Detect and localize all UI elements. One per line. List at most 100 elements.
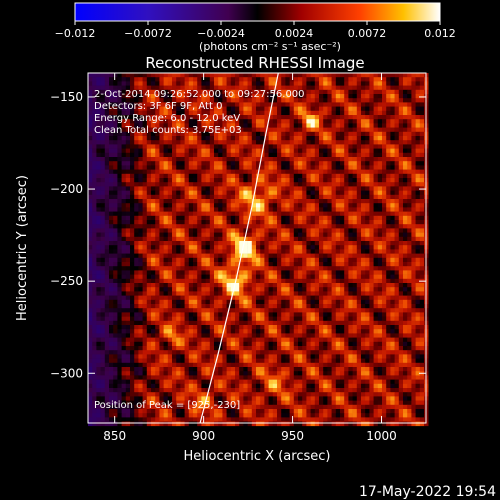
heatmap-cell (403, 257, 408, 263)
heatmap-cell (142, 215, 148, 221)
heatmap-cell (319, 270, 324, 275)
heatmap-cell (348, 190, 353, 196)
heatmap-cell (205, 165, 211, 170)
heatmap-cell (331, 165, 337, 170)
heatmap-cell (323, 241, 328, 246)
heatmap-cell (293, 228, 299, 233)
heatmap-cell (151, 165, 156, 170)
heatmap-cell (235, 253, 240, 259)
heatmap-cell (419, 257, 425, 263)
heatmap-cell (218, 220, 223, 225)
heatmap-cell (319, 236, 324, 242)
heatmap-cell (285, 115, 290, 120)
heatmap-cell (193, 203, 198, 208)
heatmap-cell (352, 161, 358, 166)
heatmap-cell (361, 325, 366, 330)
heatmap-cell (142, 207, 148, 212)
heatmap-cell (331, 73, 337, 78)
heatmap-cell (142, 169, 148, 175)
heatmap-cell (239, 94, 244, 99)
heatmap-cell (331, 119, 337, 124)
heatmap-cell (323, 266, 328, 271)
heatmap-cell (365, 320, 370, 326)
heatmap-cell (109, 312, 114, 317)
heatmap-cell (398, 89, 404, 95)
heatmap-cell (403, 278, 408, 284)
heatmap-cell (142, 106, 148, 112)
heatmap-cell (214, 169, 219, 175)
heatmap-cell (243, 325, 248, 330)
heatmap-cell (243, 236, 248, 242)
heatmap-cell (293, 304, 299, 309)
heatmap-cell (281, 291, 286, 296)
heatmap-cell (218, 236, 223, 242)
heatmap-cell (386, 186, 391, 191)
heatmap-cell (197, 287, 202, 292)
heatmap-cell (386, 194, 391, 200)
heatmap-cell (386, 182, 391, 187)
heatmap-cell (302, 207, 307, 212)
heatmap-cell (319, 81, 324, 86)
heatmap-cell (125, 316, 131, 322)
heatmap-cell (155, 253, 160, 259)
heatmap-cell (125, 236, 131, 242)
heatmap-cell (138, 203, 143, 208)
heatmap-cell (289, 77, 295, 82)
heatmap-cell (361, 199, 366, 204)
heatmap-cell (310, 182, 316, 187)
heatmap-cell (176, 207, 181, 212)
heatmap-cell (239, 73, 244, 78)
heatmap-cell (327, 232, 332, 238)
heatmap-cell (314, 152, 320, 158)
heatmap-cell (247, 262, 253, 267)
heatmap-cell (188, 316, 194, 322)
heatmap-cell (348, 186, 353, 191)
heatmap-cell (377, 304, 383, 309)
heatmap-cell (382, 110, 387, 116)
heatmap-cell (138, 199, 143, 204)
heatmap-cell (419, 211, 425, 217)
heatmap-cell (130, 115, 135, 120)
heatmap-cell (96, 220, 101, 225)
heatmap-cell (88, 148, 93, 154)
heatmap-cell (386, 257, 391, 263)
heatmap-cell (151, 249, 156, 254)
heatmap-cell (344, 152, 349, 158)
heatmap-cell (155, 73, 160, 78)
heatmap-cell (197, 182, 202, 187)
heatmap-cell (121, 257, 127, 263)
heatmap-cell (117, 148, 122, 154)
heatmap-cell (390, 304, 395, 309)
heatmap-cell (356, 291, 362, 296)
heatmap-cell (184, 194, 190, 200)
heatmap-cell (125, 245, 131, 250)
heatmap-cell (222, 169, 227, 175)
heatmap-cell (226, 207, 232, 212)
heatmap-cell (335, 186, 341, 191)
heatmap-cell (272, 224, 278, 229)
heatmap-cell (230, 110, 236, 116)
heatmap-cell (394, 224, 400, 229)
heatmap-cell (281, 236, 286, 242)
heatmap-cell (209, 194, 215, 200)
heatmap-cell (386, 245, 391, 250)
heatmap-cell (403, 161, 408, 166)
heatmap-cell (218, 131, 223, 137)
heatmap-cell (340, 257, 345, 263)
heatmap-cell (88, 178, 93, 183)
heatmap-cell (218, 245, 223, 250)
heatmap-cell (281, 123, 286, 128)
heatmap-cell (272, 102, 278, 107)
heatmap-cell (205, 106, 211, 112)
heatmap-cell (239, 152, 244, 158)
heatmap-cell (264, 245, 269, 250)
heatmap-cell (361, 136, 366, 141)
heatmap-cell (310, 236, 316, 242)
heatmap-cell (310, 287, 316, 292)
heatmap-cell (88, 270, 93, 275)
heatmap-cell (117, 169, 122, 175)
heatmap-cell (289, 131, 295, 137)
heatmap-cell (272, 152, 278, 158)
heatmap-cell (314, 123, 320, 128)
heatmap-cell (319, 207, 324, 212)
